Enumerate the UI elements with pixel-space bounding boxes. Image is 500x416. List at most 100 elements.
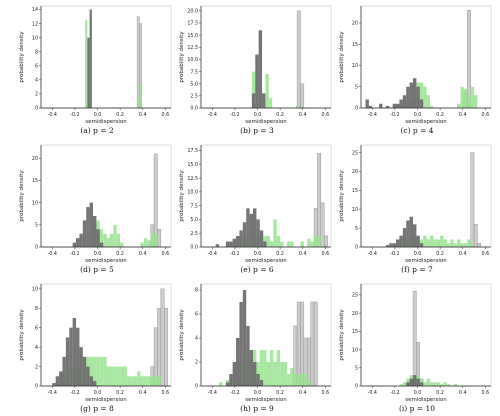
histogram-bar-dark (93, 381, 97, 386)
histogram-bar-dark (365, 99, 369, 108)
y-tick-label: 8 (35, 306, 38, 312)
y-tick-label: 5.0 (190, 81, 198, 87)
subplot-7: -0.4 -0.2 0.0 0.2 0.4 0.6 0 2 4 6 8 semidispersion p… (179, 283, 332, 403)
caption-h: (h) p = 9 (240, 404, 274, 413)
y-tick-label: 10.0 (187, 57, 198, 63)
histogram-bar-green (276, 235, 281, 247)
histogram-bar-green (293, 374, 298, 386)
histogram-bar-green (453, 243, 458, 247)
x-axis-label: semidispersion (245, 397, 287, 403)
histogram-bar-green (120, 366, 124, 386)
histogram-bar-dark (413, 78, 417, 108)
y-tick-label: 0.0 (190, 106, 198, 112)
y-axis-label: probability density (19, 31, 25, 83)
histogram-bar-dark (246, 326, 250, 386)
histogram-bar-dark (406, 382, 410, 386)
histogram-bar-green (440, 235, 444, 247)
histogram-bar-green (286, 241, 291, 247)
histogram-bar-dark (232, 238, 237, 247)
x-tick-label: 0.4 (299, 112, 307, 118)
histogram-bar-dark (52, 383, 56, 386)
x-tick-label: 0.6 (482, 251, 490, 257)
histogram-bar-green (143, 238, 148, 247)
y-axis-label: probability density (179, 309, 185, 361)
histogram-bar-dark (255, 54, 259, 108)
histogram-bar-dark (62, 356, 66, 386)
x-tick-label: 0.6 (322, 112, 330, 118)
histogram-bar-light (296, 10, 301, 109)
histogram-bar-green (446, 243, 451, 247)
histogram-bar-green (300, 374, 304, 386)
y-tick-label: 0 (355, 245, 358, 251)
x-tick-label: -0.4 (368, 251, 377, 257)
plot-frame (200, 144, 332, 248)
histogram-bar-green (436, 382, 441, 386)
y-tick-label: 0 (195, 384, 198, 390)
histogram-bar-green (423, 235, 427, 247)
x-tick-label: 0.0 (94, 251, 102, 257)
histogram-bar-dark (87, 37, 90, 108)
subplot-6: -0.4 -0.2 0.0 0.2 0.4 0.6 0 2 4 6 8 10 semidispersio… (19, 283, 172, 403)
histogram-bar-dark (229, 241, 233, 247)
histogram-bar-dark (242, 290, 247, 386)
y-tick-label: 0 (35, 245, 38, 251)
histogram-bar-green (399, 384, 403, 386)
y-tick-label: 17.5 (187, 21, 198, 27)
histogram-bar-green (157, 376, 161, 386)
histogram-bar-green (303, 374, 308, 386)
histogram-bar-dark (236, 235, 240, 247)
x-tick-label: 0.0 (254, 390, 262, 396)
histogram-bar-light (160, 288, 165, 387)
histogram-bar-dark (236, 338, 240, 386)
x-tick-label: -0.4 (368, 112, 377, 118)
histogram-bar-green (259, 350, 264, 386)
y-tick-label: 10 (352, 347, 358, 353)
histogram-bar-dark (402, 228, 407, 247)
histogram-bar-light (310, 301, 315, 387)
histogram-bar-dark (399, 235, 403, 247)
histogram-bar-light (153, 153, 158, 248)
x-tick-label: 0.4 (139, 112, 147, 118)
histogram-bar-dark (239, 302, 243, 386)
y-tick-label: 20.0 (187, 9, 198, 15)
histogram-bar-light (412, 291, 417, 387)
x-tick-label: 0.2 (436, 112, 444, 118)
histogram-bar-dark (396, 239, 400, 247)
histogram-bar-dark (406, 220, 410, 247)
histogram-bar-green (429, 105, 434, 108)
histogram-bar-light (470, 152, 475, 248)
x-tick-label: 0.4 (459, 251, 467, 257)
y-tick-label: 15 (352, 329, 358, 335)
y-tick-label: 7.5 (190, 69, 198, 75)
y-tick-label: 12.5 (187, 176, 198, 182)
histogram-bar-green (147, 376, 151, 386)
histogram-bar-dark (59, 371, 63, 386)
histogram-bar-green (150, 233, 155, 247)
subplot-5: -0.4 -0.2 0.0 0.2 0.4 0.6 0 5 10 15 20 25 semidisper… (339, 144, 492, 264)
histogram-bar-dark (413, 375, 417, 386)
histogram-bar-dark (65, 337, 70, 386)
histogram-bar-light (477, 243, 482, 248)
histogram-bar-green (443, 239, 447, 247)
histogram-bar-dark (242, 222, 247, 247)
y-tick-label: 15.0 (187, 162, 198, 168)
histogram-bar-green (137, 99, 140, 108)
histogram-bar-light (473, 224, 478, 248)
histogram-bar-dark (69, 327, 73, 386)
x-tick-label: 0.2 (276, 112, 284, 118)
histogram-bar-green (266, 362, 270, 386)
x-tick-label: -0.2 (390, 251, 399, 257)
histogram-bar-green (310, 241, 315, 247)
y-axis-label: probability density (339, 31, 345, 83)
histogram-bar-green (269, 350, 274, 386)
histogram-bar-dark (93, 215, 97, 247)
histogram-bar-green (109, 233, 114, 247)
x-tick-label: 0.6 (162, 390, 170, 396)
caption-b: (b) p = 3 (240, 126, 274, 135)
histogram-bar-dark (409, 378, 413, 386)
histogram-bar-green (116, 366, 121, 386)
x-tick-label: 0.4 (299, 251, 307, 257)
histogram-bar-dark (402, 95, 407, 108)
x-tick-label: 0.6 (162, 251, 170, 257)
